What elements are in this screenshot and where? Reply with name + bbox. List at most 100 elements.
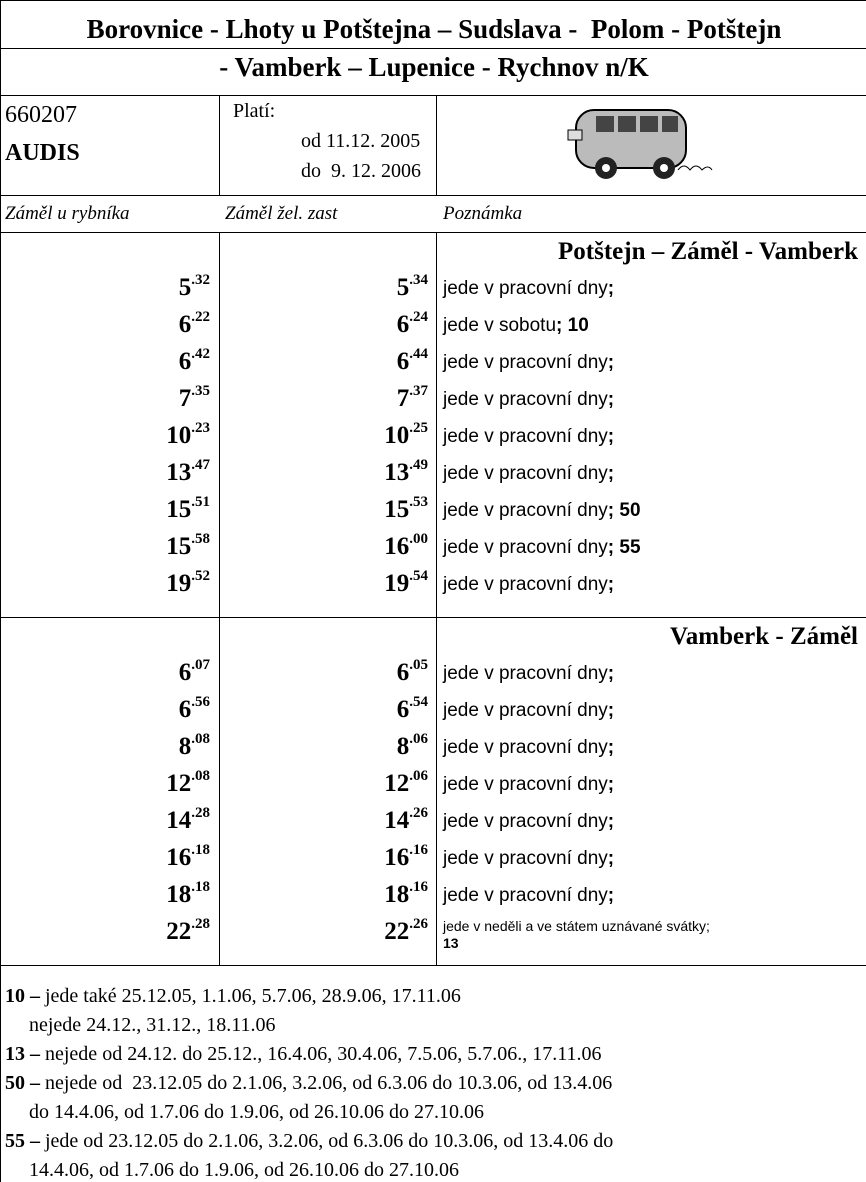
- departure-time: 15.51: [166, 494, 210, 524]
- minute: .53: [409, 494, 428, 510]
- hour: 16: [384, 533, 410, 560]
- title-line: - Vamberk – Lupenice - Rychnov n/K: [219, 52, 649, 82]
- departure-time: 6.07: [179, 657, 210, 687]
- note-text: jede v pracovní dny: [443, 663, 608, 684]
- note-code: ;: [607, 463, 615, 484]
- hour: 6: [396, 311, 410, 338]
- rule: [219, 95, 220, 195]
- note-text: jede v pracovní dny: [443, 500, 608, 521]
- note-code: ;: [607, 774, 615, 795]
- minute: .42: [191, 346, 210, 362]
- note: jede v pracovní dny;: [443, 463, 614, 485]
- minute: .28: [191, 916, 210, 932]
- hour: 7: [396, 385, 410, 412]
- note-text: jede v pracovní dny: [443, 848, 608, 869]
- note: jede v pracovní dny; 50: [443, 500, 641, 522]
- section-heading: Potštejn – Záměl - Vamberk: [558, 238, 858, 265]
- hour: 15: [384, 496, 410, 523]
- departure-time: 6.56: [179, 694, 210, 724]
- note-code: 13: [443, 935, 459, 951]
- note: jede v neděli a ve státem uznávané svátk…: [443, 918, 863, 952]
- rule: [219, 232, 220, 617]
- footnote-text: jede také 25.12.05, 1.1.06, 5.7.06, 28.9…: [45, 985, 461, 1007]
- footnote-text: nejede od 23.12.05 do 2.1.06, 3.2.06, od…: [45, 1072, 613, 1094]
- note-code: ;: [607, 426, 615, 447]
- hour: 6: [178, 348, 192, 375]
- minute: .56: [191, 694, 210, 710]
- rule: [1, 48, 866, 49]
- hour: 6: [396, 696, 410, 723]
- departure-time: 6.05: [396, 657, 428, 687]
- departure-time: 12.06: [384, 768, 428, 798]
- note-text: jede v sobotu: [443, 315, 557, 336]
- departure-time: 14.26: [384, 805, 428, 835]
- note: jede v pracovní dny;: [443, 426, 614, 448]
- hour: 22: [166, 918, 192, 945]
- note-text: jede v pracovní dny: [443, 537, 608, 558]
- note-code: ;: [607, 278, 615, 299]
- hour: 6: [396, 659, 410, 686]
- note: jede v pracovní dny;: [443, 774, 614, 796]
- minute: .52: [191, 568, 210, 584]
- hour: 19: [166, 570, 192, 597]
- footnote-code: 50 –: [5, 1072, 40, 1094]
- validity-from: od 11.12. 2005: [301, 130, 421, 152]
- note: jede v pracovní dny;: [443, 848, 614, 870]
- minute: .49: [409, 457, 428, 473]
- hour: 12: [384, 770, 410, 797]
- minute: .44: [409, 346, 428, 362]
- departure-time: 8.06: [397, 731, 428, 761]
- hour: 13: [384, 459, 410, 486]
- departure-time: 6.42: [178, 346, 210, 376]
- minute: .22: [191, 309, 210, 325]
- note: jede v pracovní dny;: [443, 389, 614, 411]
- minute: .37: [409, 383, 428, 399]
- minute: .47: [191, 457, 210, 473]
- departure-time: 16.00: [384, 531, 428, 561]
- departure-time: 18.16: [384, 879, 428, 909]
- hour: 5: [178, 274, 192, 301]
- rule: [1, 0, 866, 1]
- departure-time: 5.32: [178, 272, 210, 302]
- note-text: jede v pracovní dny: [443, 463, 608, 484]
- footnote-code: 10 –: [5, 985, 40, 1007]
- hour: 14: [384, 807, 410, 834]
- note-code: ;: [607, 811, 615, 832]
- hour: 14: [166, 807, 192, 834]
- minute: .00: [409, 531, 428, 547]
- hour: 8: [178, 733, 192, 760]
- hour: 19: [384, 570, 410, 597]
- note-code: ; 50: [607, 500, 641, 521]
- note-text: jede v pracovní dny: [443, 811, 608, 832]
- column-header: Poznámka: [443, 203, 523, 224]
- departure-time: 14.28: [166, 805, 210, 835]
- minute: .28: [191, 805, 210, 821]
- operator: AUDIS: [5, 140, 80, 166]
- column-header: Záměl u rybníka: [5, 203, 130, 224]
- footnote-text: 14.4.06, od 1.7.06 do 1.9.06, od 26.10.0…: [29, 1159, 459, 1181]
- hour: 18: [166, 881, 192, 908]
- section-heading: Vamberk - Záměl: [670, 623, 858, 650]
- minute: .24: [409, 309, 428, 325]
- rule: [1, 195, 866, 196]
- departure-time: 10.23: [166, 420, 210, 450]
- note: jede v pracovní dny;: [443, 737, 614, 759]
- minute: .26: [409, 916, 428, 932]
- note: jede v sobotu; 10: [443, 315, 589, 337]
- minute: .08: [191, 731, 210, 747]
- note-text: jede v pracovní dny: [443, 352, 608, 373]
- hour: 15: [166, 533, 192, 560]
- minute: .54: [409, 568, 428, 584]
- bus-icon: [567, 109, 713, 179]
- minute: .51: [191, 494, 210, 510]
- hour: 22: [384, 918, 410, 945]
- minute: .54: [409, 694, 428, 710]
- hour: 6: [178, 311, 192, 338]
- footnote-text: do 14.4.06, od 1.7.06 do 1.9.06, od 26.1…: [29, 1101, 484, 1123]
- departure-time: 12.08: [166, 768, 210, 798]
- rule: [1, 617, 866, 618]
- departure-time: 10.25: [384, 420, 428, 450]
- departure-time: 16.16: [384, 842, 428, 872]
- departure-time: 13.49: [384, 457, 428, 487]
- hour: 10: [166, 422, 192, 449]
